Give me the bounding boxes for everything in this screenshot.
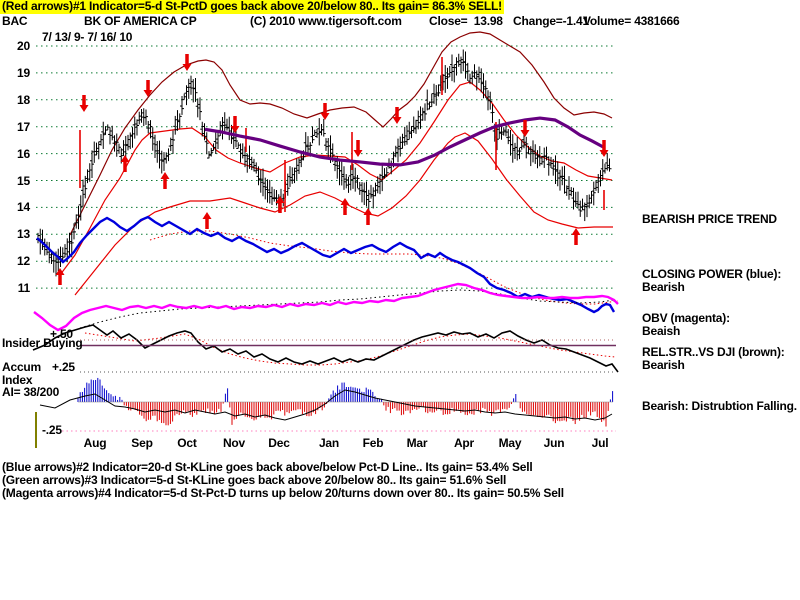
- price-axis-tick: 11: [17, 281, 30, 296]
- date-range: 7/ 13/ 9- 7/ 16/ 10: [42, 30, 133, 44]
- price-axis-tick: 12: [17, 254, 30, 269]
- price-axis-tick: 18: [17, 92, 30, 107]
- accum-ai-ratio: AI= 38/200: [2, 385, 60, 399]
- accum-label-1: Accum: [2, 360, 42, 374]
- price-axis-tick: 15: [17, 173, 30, 188]
- price-axis-tick: 17: [17, 119, 30, 134]
- month-axis-tick: Sep: [131, 436, 153, 450]
- legend-green-arrows: (Green arrows)#3 Indicator=5-d St-KLine …: [2, 473, 507, 487]
- price-axis-tick: 13: [17, 227, 30, 242]
- plus50-tick-label: +.50: [50, 327, 73, 341]
- insider-buying-label: Insider Buying: [2, 336, 83, 350]
- month-axis-tick: Mar: [406, 436, 428, 450]
- obv-status: Beaish: [642, 324, 681, 338]
- obv-label: OBV (magenta):: [642, 311, 730, 325]
- month-axis-tick: Nov: [222, 436, 246, 450]
- month-axis-tick: Dec: [268, 436, 290, 450]
- month-axis-tick: Jan: [318, 436, 340, 450]
- legend-magenta-arrows: (Magenta arrows)#4 Indicator=5-d St-Pct-…: [2, 486, 564, 500]
- legend-blue-arrows: (Blue arrows)#2 Indicator=20-d St-KLine …: [2, 460, 533, 474]
- month-axis-tick: Apr: [453, 436, 475, 450]
- accum-label-2: Index: [2, 373, 33, 387]
- month-axis-tick: Feb: [362, 436, 384, 450]
- month-axis-tick: Jun: [543, 436, 565, 450]
- close-value: Close= 13.98: [429, 14, 503, 28]
- rel-str-label: REL.STR..VS DJI (brown):: [642, 345, 785, 359]
- accum-status-note: Bearish: Distrubtion Falling.: [642, 399, 797, 413]
- minus25-tick-label: -.25: [42, 423, 62, 437]
- month-axis-tick: Aug: [83, 436, 107, 450]
- month-axis-tick: Oct: [177, 436, 197, 450]
- price-axis-tick: 14: [17, 200, 30, 215]
- ticker-symbol: BAC: [2, 14, 28, 28]
- price-axis-tick: 19: [17, 65, 30, 80]
- price-axis-tick: 16: [17, 146, 30, 161]
- closing-power-status: Bearish: [642, 280, 685, 294]
- signal-banner: (Red arrows)#1 Indicator=5-d St-PctD goe…: [0, 0, 504, 14]
- plus25-tick-label: +.25: [52, 360, 75, 374]
- volume-value: Volume= 4381666: [583, 14, 680, 28]
- month-axis-tick: Jul: [591, 436, 609, 450]
- price-axis-tick: 20: [17, 39, 30, 53]
- change-value: Change=-1.41: [513, 14, 589, 28]
- closing-power-label: CLOSING POWER (blue):: [642, 267, 782, 281]
- price-trend-status: BEARISH PRICE TREND: [642, 212, 777, 226]
- month-axis-tick: May: [498, 436, 522, 450]
- copyright-text: (C) 2010 www.tigersoft.com: [250, 14, 402, 28]
- company-name: BK OF AMERICA CP: [84, 14, 197, 28]
- rel-str-status: Bearish: [642, 358, 685, 372]
